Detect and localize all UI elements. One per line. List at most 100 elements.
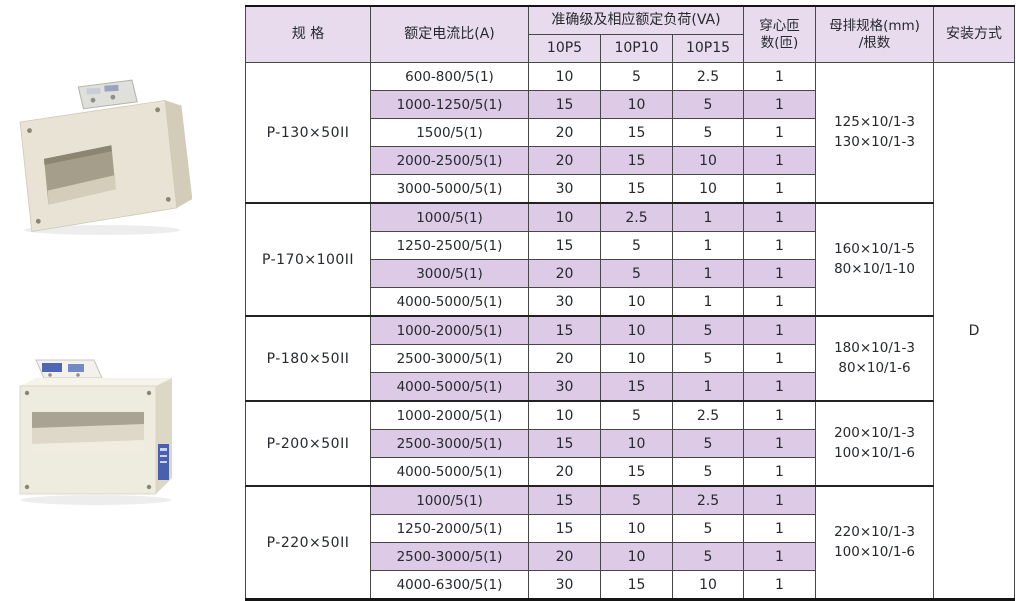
ratio-cell: 3000-5000/5(1) [370,174,529,204]
table-row: P-130×50II 600-800/5(1) 10 5 2.5 1 125×10/1-3 … [245,62,1015,600]
turns-cell: 1 [743,118,816,147]
load-cell-10p15: 1 [672,287,744,317]
load-cell-10p15: 5 [672,542,744,571]
table-row: 3000-5000/5(1) 30 15 10 1 [246,174,1015,204]
product-photo-bottom [6,352,184,506]
turns-cell: 1 [743,344,816,373]
table-row: 2500-3000/5(1) 20 10 5 1 [246,344,1015,373]
ratio-cell: 3000/5(1) [370,259,529,288]
install-cell: D [933,62,1015,600]
turns-cell: 1 [743,400,816,430]
turns-cell: 1 [743,457,816,487]
load-cell-10p15: 5 [672,118,744,147]
busbar-cell: 200×10/1-3 100×10/1-6 [815,400,934,487]
header-spec: 规 格 [245,5,371,63]
load-cell-10p15: 10 [672,174,744,204]
header-10p15: 10P15 [672,34,744,63]
load-cell-10p15: 5 [672,457,744,487]
ratio-cell: 600-800/5(1) [370,62,529,91]
table-row: 1250-2500/5(1) 15 5 1 1 [246,231,1015,260]
table-row: P-180×50II 1000-2000/5(1) 15 10 5 1 180×10/1-3… [245,315,1015,402]
turns-cell: 1 [743,514,816,543]
load-cell-10p5: 30 [528,570,601,600]
load-cell-10p5: 30 [528,372,601,402]
ratio-cell: 4000-6300/5(1) [370,570,529,600]
load-cell-10p15: 1 [672,202,744,232]
ratio-cell: 1000-2000/5(1) [370,400,529,430]
ratio-cell: 1500/5(1) [370,118,529,147]
product-photo-top [4,72,192,238]
header-accuracy-group: 准确级及相应额定负荷(VA) [528,5,744,35]
table-row: 4000-5000/5(1) 30 15 1 1 [246,372,1015,402]
turns-cell: 1 [743,174,816,204]
spec-cell: P-180×50II [245,315,371,402]
load-cell-10p15: 2.5 [672,62,744,91]
catalog-page: 规 格 额定电流比(A) 准确级及相应额定负荷(VA) 穿心匝 数(匝) 母排规… [4,5,1015,601]
load-cell-10p10: 15 [600,174,673,204]
load-cell-10p5: 15 [528,315,601,345]
load-cell-10p5: 15 [528,90,601,119]
turns-cell: 1 [743,146,816,175]
spec-cell: P-130×50II [245,62,371,204]
load-cell-10p10: 10 [600,287,673,317]
load-cell-10p5: 15 [528,231,601,260]
load-cell-10p10: 15 [600,118,673,147]
busbar-cell: 125×10/1-3 130×10/1-3 [815,62,934,204]
load-cell-10p10: 5 [600,400,673,430]
load-cell-10p15: 5 [672,514,744,543]
header-10p5: 10P5 [528,34,601,63]
load-cell-10p5: 20 [528,259,601,288]
load-cell-10p10: 10 [600,542,673,571]
header-10p10: 10P10 [600,34,673,63]
ratio-cell: 1250-2500/5(1) [370,231,529,260]
header-busbar: 母排规格(mm) /根数 [815,5,934,63]
spec-cell: P-220×50II [245,485,371,600]
turns-cell: 1 [743,485,816,515]
spec-table: 规 格 额定电流比(A) 准确级及相应额定负荷(VA) 穿心匝 数(匝) 母排规… [245,5,1015,601]
load-cell-10p10: 10 [600,90,673,119]
load-cell-10p10: 5 [600,259,673,288]
turns-cell: 1 [743,315,816,345]
load-cell-10p5: 30 [528,174,601,204]
ratio-cell: 4000-5000/5(1) [370,287,529,317]
busbar-cell: 220×10/1-3 100×10/1-6 [815,485,934,600]
ratio-cell: 2500-3000/5(1) [370,429,529,458]
spec-table-body: P-130×50II 600-800/5(1) 10 5 2.5 1 125×10/1-3 … [245,62,1015,600]
load-cell-10p15: 5 [672,344,744,373]
load-cell-10p5: 15 [528,429,601,458]
load-cell-10p15: 5 [672,429,744,458]
spec-cell: P-170×100II [245,202,371,317]
load-cell-10p15: 10 [672,570,744,600]
turns-cell: 1 [743,231,816,260]
turns-cell: 1 [743,259,816,288]
load-cell-10p10: 5 [600,485,673,515]
table-row: 1000-1250/5(1) 15 10 5 1 [246,90,1015,119]
spec-table-header: 规 格 额定电流比(A) 准确级及相应额定负荷(VA) 穿心匝 数(匝) 母排规… [245,5,1015,63]
load-cell-10p10: 5 [600,231,673,260]
load-cell-10p15: 1 [672,259,744,288]
load-cell-10p10: 10 [600,315,673,345]
load-cell-10p10: 15 [600,146,673,175]
load-cell-10p10: 15 [600,372,673,402]
load-cell-10p15: 10 [672,146,744,175]
ratio-cell: 4000-5000/5(1) [370,372,529,402]
load-cell-10p15: 1 [672,231,744,260]
header-ratio: 额定电流比(A) [370,5,529,63]
load-cell-10p5: 15 [528,485,601,515]
load-cell-10p5: 20 [528,118,601,147]
turns-cell: 1 [743,287,816,317]
table-row: 1250-2000/5(1) 15 10 5 1 [246,514,1015,543]
load-cell-10p15: 5 [672,315,744,345]
ratio-cell: 1250-2000/5(1) [370,514,529,543]
load-cell-10p10: 10 [600,514,673,543]
table-row: 2000-2500/5(1) 20 15 10 1 [246,146,1015,175]
load-cell-10p15: 1 [672,372,744,402]
load-cell-10p10: 10 [600,429,673,458]
current-transformer-image [19,359,172,505]
load-cell-10p15: 5 [672,90,744,119]
table-row: 3000/5(1) 20 5 1 1 [246,259,1015,288]
ratio-cell: 1000/5(1) [370,202,529,232]
load-cell-10p5: 20 [528,146,601,175]
table-row: 2500-3000/5(1) 20 10 5 1 [246,542,1015,571]
load-cell-10p10: 5 [600,62,673,91]
